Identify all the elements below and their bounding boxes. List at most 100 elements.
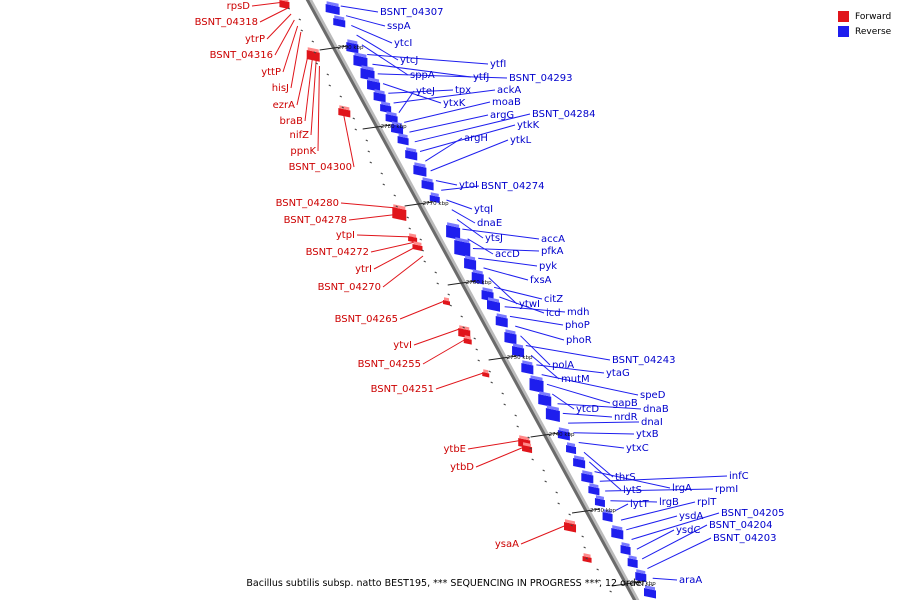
reverse-gene-block[interactable] xyxy=(504,329,517,345)
reverse-gene-label[interactable]: accA xyxy=(541,234,565,245)
reverse-gene-block[interactable] xyxy=(495,313,508,328)
forward-gene-label[interactable]: ytbD xyxy=(450,462,474,473)
forward-gene-label[interactable]: BSNT_04280 xyxy=(276,198,339,209)
reverse-gene-block[interactable] xyxy=(360,65,375,81)
reverse-gene-label[interactable]: araA xyxy=(679,575,702,586)
forward-gene-block[interactable] xyxy=(408,233,418,243)
forward-gene-label[interactable]: hisJ xyxy=(272,83,289,94)
reverse-gene-block[interactable] xyxy=(566,442,577,455)
forward-gene-label[interactable]: BSNT_04270 xyxy=(318,282,381,293)
reverse-gene-block[interactable] xyxy=(454,237,471,258)
reverse-gene-label[interactable]: sspA xyxy=(387,21,411,32)
reverse-gene-label[interactable]: lytS xyxy=(623,485,642,496)
forward-gene-label[interactable]: ytvI xyxy=(393,340,412,351)
reverse-gene-label[interactable]: dnaE xyxy=(477,218,502,229)
forward-gene-label[interactable]: nifZ xyxy=(290,130,310,141)
reverse-gene-block[interactable] xyxy=(380,101,392,114)
forward-gene-label[interactable]: BSNT_04300 xyxy=(289,162,352,173)
reverse-gene-label[interactable]: BSNT_04243 xyxy=(612,355,675,366)
reverse-gene-label[interactable]: ackA xyxy=(497,85,521,96)
reverse-gene-label[interactable]: yteJ xyxy=(416,86,435,97)
reverse-gene-label[interactable]: speD xyxy=(640,390,666,401)
reverse-gene-label[interactable]: ytcJ xyxy=(400,55,418,66)
forward-gene-block[interactable] xyxy=(412,241,423,252)
forward-gene-block[interactable] xyxy=(338,105,351,118)
reverse-gene-label[interactable]: BSNT_04203 xyxy=(713,533,776,544)
reverse-gene-label[interactable]: ytwI xyxy=(519,299,540,310)
reverse-gene-label[interactable]: lytT xyxy=(630,499,650,510)
reverse-gene-label[interactable]: ytaG xyxy=(606,368,630,379)
reverse-gene-block[interactable] xyxy=(545,405,560,422)
forward-gene-label[interactable]: BSNT_04251 xyxy=(371,384,434,395)
reverse-gene-label[interactable]: moaB xyxy=(492,97,521,108)
reverse-gene-label[interactable]: ytqI xyxy=(474,204,493,215)
reverse-gene-block[interactable] xyxy=(594,495,605,508)
reverse-gene-label[interactable]: BSNT_04274 xyxy=(481,181,544,192)
reverse-gene-block[interactable] xyxy=(644,585,657,599)
reverse-gene-label[interactable]: sppA xyxy=(410,70,435,81)
forward-gene-block[interactable] xyxy=(463,335,472,345)
reverse-gene-block[interactable] xyxy=(635,569,647,583)
reverse-gene-block[interactable] xyxy=(333,15,346,28)
reverse-gene-block[interactable] xyxy=(446,222,461,240)
reverse-gene-label[interactable]: infC xyxy=(729,471,749,482)
reverse-gene-block[interactable] xyxy=(464,255,477,271)
reverse-gene-label[interactable]: lrgA xyxy=(672,483,692,494)
reverse-gene-block[interactable] xyxy=(602,509,613,523)
reverse-gene-block[interactable] xyxy=(353,52,368,68)
reverse-gene-label[interactable]: ytxC xyxy=(626,443,649,454)
reverse-gene-label[interactable]: citZ xyxy=(544,294,563,305)
reverse-gene-label[interactable]: argG xyxy=(490,110,514,121)
reverse-gene-block[interactable] xyxy=(346,39,359,54)
reverse-gene-label[interactable]: ytxB xyxy=(636,429,659,440)
forward-gene-block[interactable] xyxy=(279,0,290,10)
reverse-gene-label[interactable]: dnaI xyxy=(641,417,663,428)
reverse-gene-block[interactable] xyxy=(385,111,398,124)
reverse-gene-label[interactable]: mutM xyxy=(561,374,590,385)
forward-gene-label[interactable]: BSNT_04272 xyxy=(306,247,369,258)
reverse-gene-block[interactable] xyxy=(620,542,631,556)
forward-gene-block[interactable] xyxy=(443,297,450,306)
reverse-gene-label[interactable]: lrgB xyxy=(659,497,679,508)
forward-gene-label[interactable]: ezrA xyxy=(273,100,296,111)
reverse-gene-label[interactable]: mdh xyxy=(567,307,589,318)
reverse-gene-block[interactable] xyxy=(429,192,440,204)
reverse-gene-label[interactable]: phoP xyxy=(565,320,590,331)
reverse-gene-label[interactable]: pyk xyxy=(539,261,557,272)
reverse-gene-block[interactable] xyxy=(521,360,534,375)
forward-gene-label[interactable]: ytrP xyxy=(245,34,265,45)
reverse-gene-label[interactable]: BSNT_04307 xyxy=(380,7,443,18)
reverse-gene-label[interactable]: ysdA xyxy=(679,511,703,522)
reverse-gene-label[interactable]: tpx xyxy=(455,85,471,96)
forward-gene-label[interactable]: rpsD xyxy=(227,1,251,12)
reverse-gene-block[interactable] xyxy=(512,343,525,358)
reverse-gene-label[interactable]: rpmI xyxy=(715,484,738,495)
forward-gene-block[interactable] xyxy=(522,442,533,454)
reverse-gene-block[interactable] xyxy=(373,89,386,103)
reverse-gene-label[interactable]: rplT xyxy=(697,497,717,508)
forward-gene-label[interactable]: ytrI xyxy=(355,264,372,275)
reverse-gene-block[interactable] xyxy=(487,297,500,312)
forward-gene-label[interactable]: BSNT_04318 xyxy=(195,17,258,28)
forward-gene-block[interactable] xyxy=(306,47,320,62)
forward-gene-label[interactable]: ppnK xyxy=(290,146,316,157)
reverse-gene-label[interactable]: accD xyxy=(495,249,520,260)
reverse-gene-block[interactable] xyxy=(325,1,340,15)
reverse-gene-label[interactable]: ytfI xyxy=(490,59,506,70)
reverse-gene-block[interactable] xyxy=(538,391,552,407)
reverse-gene-block[interactable] xyxy=(581,470,594,484)
reverse-gene-block[interactable] xyxy=(391,121,404,135)
reverse-gene-label[interactable]: ysdC xyxy=(676,525,700,536)
forward-gene-label[interactable]: yttP xyxy=(261,67,281,78)
reverse-gene-block[interactable] xyxy=(611,525,624,540)
reverse-gene-label[interactable]: pfkA xyxy=(541,246,564,257)
reverse-gene-block[interactable] xyxy=(573,455,586,469)
reverse-gene-label[interactable]: ytkL xyxy=(510,135,532,146)
forward-gene-label[interactable]: ysaA xyxy=(495,539,519,550)
reverse-gene-label[interactable]: phoR xyxy=(566,335,592,346)
forward-gene-block[interactable] xyxy=(392,204,407,221)
reverse-gene-label[interactable]: ytcD xyxy=(576,404,599,415)
reverse-gene-block[interactable] xyxy=(557,427,570,441)
reverse-gene-label[interactable]: nrdR xyxy=(614,412,638,423)
